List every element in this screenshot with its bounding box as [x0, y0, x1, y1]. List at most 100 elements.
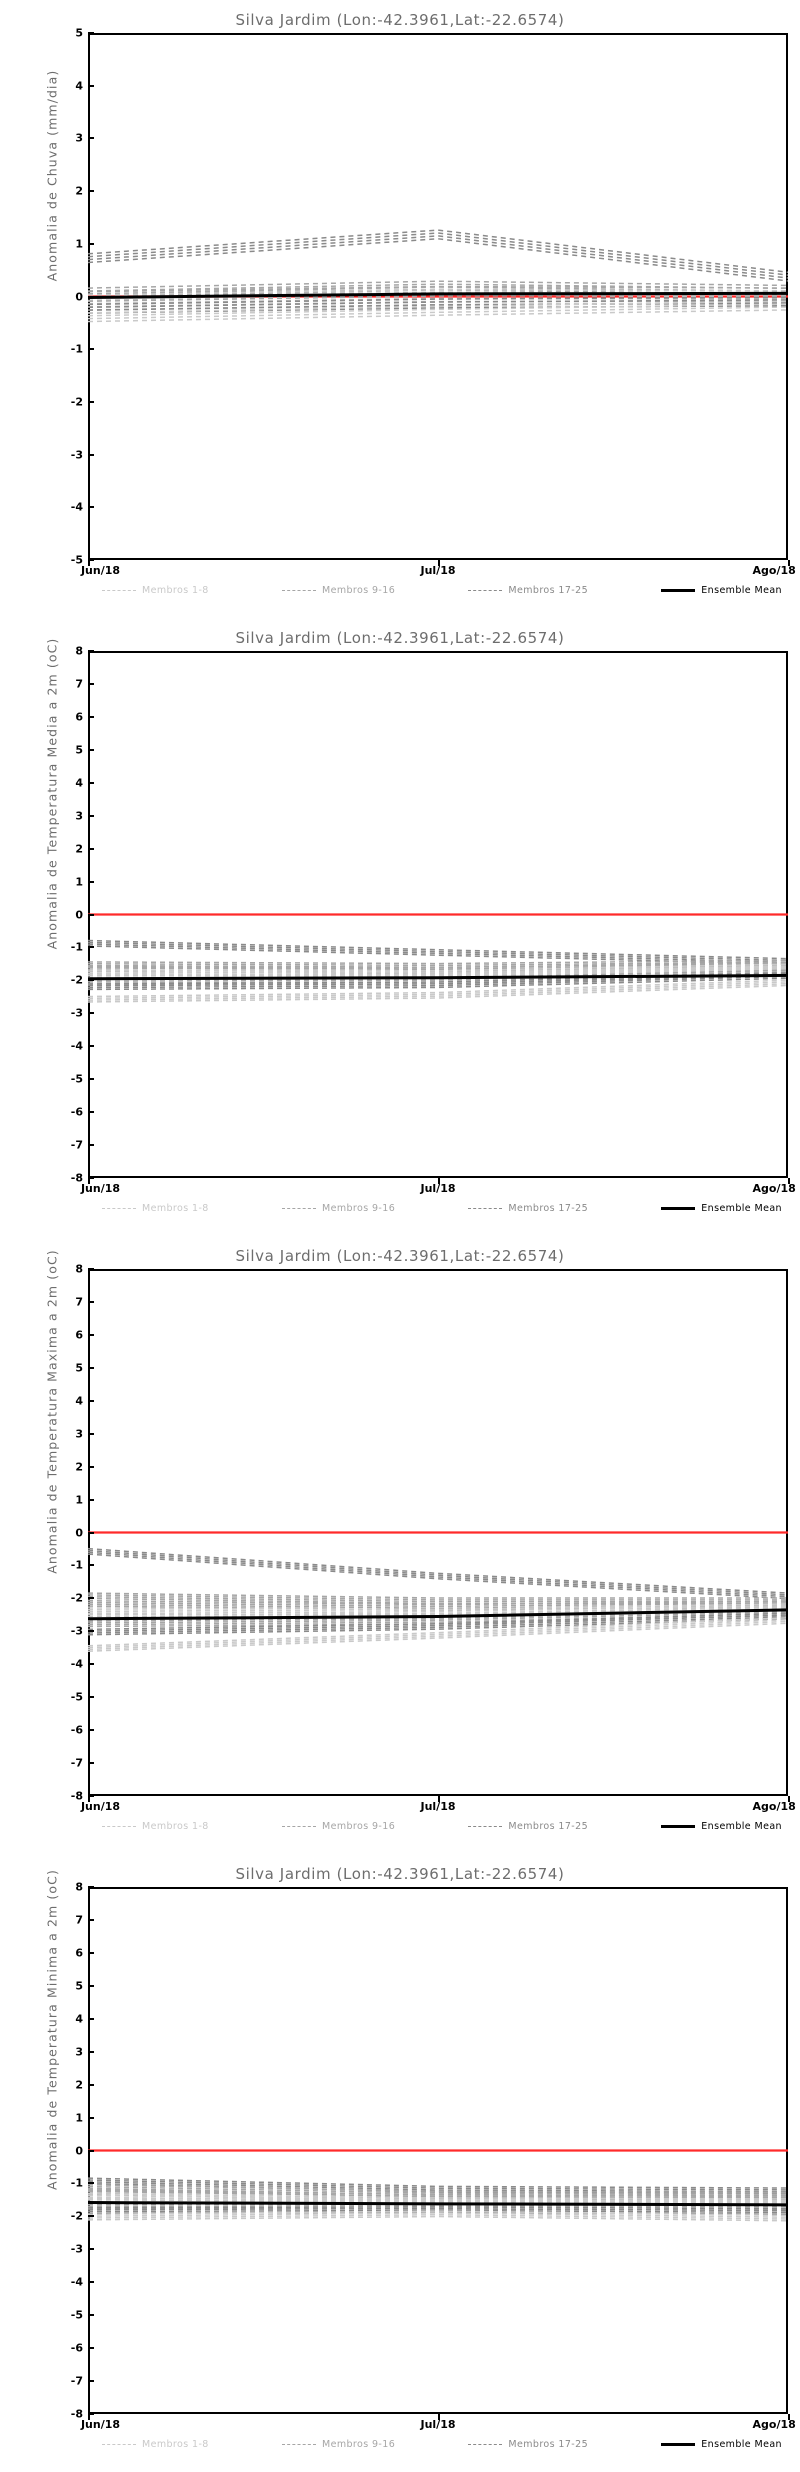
y-axis-tick-label: 0	[75, 290, 83, 303]
legend-label: Ensemble Mean	[701, 2438, 782, 2450]
x-axis-tick-label: Ago/18	[752, 2418, 796, 2431]
legend-item[interactable]: Ensemble Mean	[661, 585, 782, 596]
legend-item[interactable]: Membros 9-16	[281, 585, 395, 596]
y-axis-tick-mark	[88, 1268, 94, 1270]
legend-item[interactable]: Membros 1-8	[102, 1203, 209, 1214]
y-axis-tick-label: -3	[70, 448, 83, 462]
y-axis-tick-mark	[88, 1078, 94, 1081]
legend-item[interactable]: Ensemble Mean	[661, 2439, 782, 2450]
member-line	[88, 942, 788, 960]
y-axis-tick-label: -2	[70, 1591, 83, 1605]
legend-swatch-icon	[468, 1825, 503, 1827]
series-canvas	[88, 2149, 788, 2414]
y-axis-tick-label: 6	[75, 710, 83, 724]
y-axis-tick-mark	[88, 979, 94, 982]
ensemble-mean-line	[88, 2203, 788, 2205]
x-axis-tick-mark	[788, 2414, 790, 2420]
y-axis-tick-label: 5	[75, 1361, 83, 1375]
y-axis-tick-mark	[88, 32, 94, 34]
legend-label: Membros 1-8	[142, 1820, 209, 1832]
y-axis-tick-mark	[88, 348, 94, 351]
legend-swatch-icon	[661, 1824, 696, 1828]
y-axis-tick-label: 1	[75, 1493, 83, 1507]
y-axis-tick-label: -7	[70, 1756, 83, 1770]
y-axis-label: Anomalia de Temperatura Maxima a 2m (oC)	[44, 1249, 60, 1574]
y-axis-tick-mark	[88, 2413, 94, 2415]
y-axis-tick-label: -5	[70, 1690, 83, 1704]
legend-item[interactable]: Membros 9-16	[281, 1821, 395, 1832]
y-axis-tick-label: -6	[70, 2341, 83, 2355]
member-line	[88, 941, 788, 959]
y-axis-tick-label: -5	[70, 553, 83, 567]
y-axis-label: Anomalia de Chuva (mm/dia)	[44, 69, 60, 282]
y-axis-tick-mark	[88, 1597, 94, 1600]
y-axis-tick-mark	[88, 1177, 94, 1179]
plot-area: -8 -7 -6 -5 -4 -3 -2 -1 0 1 2 3 4 5 6 7 8 Jun/18 Jul/18 Ago…	[71, 1263, 796, 1814]
legend-item[interactable]: Membros 1-8	[102, 2439, 209, 2450]
y-axis-tick-mark	[88, 2314, 94, 2317]
legend-item[interactable]: Membros 17-25	[468, 1203, 588, 1214]
y-axis-tick-mark	[88, 946, 94, 949]
y-axis-tick-label: -8	[70, 2407, 83, 2421]
member-line	[88, 2180, 788, 2190]
member-line	[88, 980, 788, 996]
forecast-panel-4: Silva Jardim (Lon:-42.3961,Lat:-22.6574)…	[0, 1854, 800, 2472]
y-axis-tick-mark	[88, 453, 94, 456]
legend-label: Membros 17-25	[508, 2438, 589, 2450]
x-axis-tick-label: Ago/18	[752, 1800, 796, 1813]
plot-area: -8 -7 -6 -5 -4 -3 -2 -1 0 1 2 3 4 5 6 7 8 Jun/18 Jul/18 Ago…	[71, 645, 796, 1196]
member-line	[88, 1618, 788, 1646]
series-canvas	[88, 1531, 788, 1796]
y-axis-tick-label: 7	[75, 1295, 83, 1309]
legend-swatch-icon	[102, 2443, 136, 2445]
legend-label: Membros 17-25	[508, 584, 589, 596]
legend-item[interactable]: Membros 1-8	[102, 585, 209, 596]
y-axis-tick-mark	[88, 1762, 94, 1765]
legend-item[interactable]: Membros 17-25	[468, 1821, 588, 1832]
y-axis-tick-mark	[88, 1498, 94, 1501]
y-axis-tick-label: -2	[70, 2209, 83, 2223]
legend-swatch-icon	[281, 2443, 316, 2445]
y-axis-tick-mark	[88, 1729, 94, 1732]
legend-item[interactable]: Ensemble Mean	[661, 1203, 782, 1214]
y-axis-tick-label: 2	[75, 1460, 83, 1474]
y-axis-tick-mark	[88, 2182, 94, 2185]
y-axis-tick-label: 8	[75, 1880, 83, 1894]
legend-item[interactable]: Membros 1-8	[102, 1821, 209, 1832]
x-axis-tick-mark	[788, 1178, 790, 1184]
y-axis-tick-label: 1	[75, 875, 83, 889]
legend-item[interactable]: Membros 17-25	[468, 585, 588, 596]
x-axis-tick-mark	[88, 560, 90, 566]
y-axis-tick-label: 3	[75, 131, 83, 145]
y-axis-tick-label: 5	[75, 743, 83, 757]
y-axis-tick-mark	[88, 1111, 94, 1114]
legend-swatch-icon	[661, 1206, 696, 1210]
legend-item[interactable]: Ensemble Mean	[661, 1821, 782, 1832]
legend-item[interactable]: Membros 9-16	[281, 1203, 395, 1214]
y-axis-tick-label: 1	[75, 2111, 83, 2125]
legend-label: Membros 17-25	[508, 1820, 589, 1832]
legend-label: Membros 1-8	[142, 1202, 209, 1214]
y-axis-tick-label: -4	[70, 2275, 83, 2289]
legend-label: Membros 17-25	[508, 1202, 589, 1214]
x-axis-tick-label: Jun/18	[80, 1182, 121, 1195]
y-axis-tick-label: 2	[75, 2078, 83, 2092]
legend: Membros 1-8 Membros 9-16 Membros 17-25 Ense…	[88, 580, 788, 600]
y-axis-tick-label: -6	[70, 1105, 83, 1119]
legend-swatch-icon	[661, 2442, 696, 2446]
y-axis-tick-mark	[88, 1696, 94, 1699]
legend-item[interactable]: Membros 9-16	[281, 2439, 395, 2450]
y-axis-tick-label: 3	[75, 809, 83, 823]
y-axis-tick-label: -2	[70, 973, 83, 987]
y-axis-tick-mark	[88, 1012, 94, 1015]
member-line	[88, 310, 788, 322]
series-canvas	[88, 33, 788, 560]
y-axis-tick-label: -7	[70, 1138, 83, 1152]
legend: Membros 1-8 Membros 9-16 Membros 17-25 Ense…	[88, 1816, 788, 1836]
legend-item[interactable]: Membros 17-25	[468, 2439, 588, 2450]
y-axis-tick-label: 7	[75, 1913, 83, 1927]
y-axis-tick-label: -5	[70, 1072, 83, 1086]
member-line	[88, 2178, 788, 2188]
y-axis-tick-label: -2	[70, 395, 83, 409]
